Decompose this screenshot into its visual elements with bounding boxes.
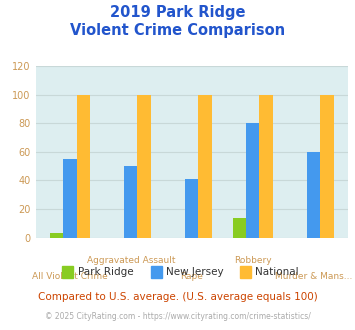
Bar [124, 166, 137, 238]
Text: © 2025 CityRating.com - https://www.cityrating.com/crime-statistics/: © 2025 CityRating.com - https://www.city… [45, 312, 310, 321]
Bar [50, 233, 63, 238]
Text: Park Ridge: Park Ridge [78, 267, 133, 277]
Text: 2019 Park Ridge: 2019 Park Ridge [110, 5, 245, 20]
Text: Violent Crime Comparison: Violent Crime Comparison [70, 23, 285, 38]
Text: New Jersey: New Jersey [166, 267, 224, 277]
Text: Aggravated Assault: Aggravated Assault [87, 256, 175, 265]
Bar [260, 95, 273, 238]
Text: Robbery: Robbery [234, 256, 272, 265]
Bar [233, 217, 246, 238]
Bar [137, 95, 151, 238]
Text: National: National [255, 267, 299, 277]
Bar [198, 95, 212, 238]
Text: Rape: Rape [180, 272, 203, 281]
Text: All Violent Crime: All Violent Crime [32, 272, 108, 281]
Bar [63, 159, 77, 238]
Text: Compared to U.S. average. (U.S. average equals 100): Compared to U.S. average. (U.S. average … [38, 292, 317, 302]
Bar [246, 123, 260, 238]
Text: Murder & Mans...: Murder & Mans... [275, 272, 352, 281]
Bar [77, 95, 90, 238]
Bar [320, 95, 334, 238]
Bar [185, 179, 198, 238]
Bar [307, 152, 320, 238]
